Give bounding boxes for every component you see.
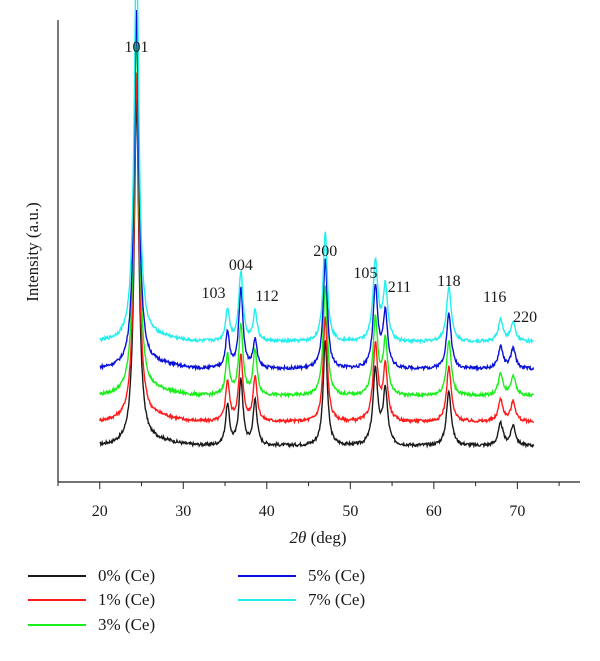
legend-item: 5% (Ce) — [238, 566, 365, 586]
series-layer — [99, 0, 535, 449]
legend-label: 5% (Ce) — [308, 566, 366, 585]
legend-label: 1% (Ce) — [98, 590, 156, 609]
series-line-1 — [99, 72, 535, 425]
peak-label: 220 — [513, 309, 537, 326]
legend-label: 0% (Ce) — [98, 566, 156, 585]
x-axis-variable: 2θ — [289, 528, 307, 547]
x-tick-label: 30 — [175, 503, 191, 520]
x-tick-label: 20 — [92, 503, 108, 520]
legend: 0% (Ce) 1% (Ce) 3% (Ce) 5% (Ce) 7% (Ce) — [28, 566, 448, 646]
legend-swatch — [28, 624, 86, 626]
legend-swatch — [28, 599, 86, 601]
x-tick-label: 70 — [509, 503, 525, 520]
peak-label: 105 — [353, 265, 377, 282]
peak-label: 116 — [483, 289, 506, 306]
series-line-4 — [99, 0, 534, 345]
legend-label: 3% (Ce) — [98, 615, 156, 634]
series-line-2 — [99, 28, 534, 399]
x-axis-unit: (deg) — [306, 528, 347, 547]
peak-label: 103 — [202, 285, 226, 302]
peak-label: 118 — [437, 273, 460, 290]
legend-swatch — [238, 599, 296, 601]
legend-item: 7% (Ce) — [238, 590, 365, 610]
x-tick-label: 40 — [259, 503, 275, 520]
peak-label: 200 — [313, 243, 337, 260]
peak-label: 211 — [388, 279, 411, 296]
y-axis-label: Intensity (a.u.) — [23, 202, 42, 302]
peak-label: 112 — [255, 288, 278, 305]
legend-label: 7% (Ce) — [308, 590, 366, 609]
peak-label: 101 — [125, 39, 149, 56]
x-axis-label: 2θ (deg) — [290, 528, 347, 548]
x-tick-label: 60 — [426, 503, 442, 520]
legend-swatch — [28, 575, 86, 577]
legend-item: 1% (Ce) — [28, 590, 155, 610]
legend-item: 0% (Ce) — [28, 566, 155, 586]
axes: 20 30 40 50 60 70 — [57, 20, 580, 520]
x-tick-label: 50 — [342, 503, 358, 520]
legend-item: 3% (Ce) — [28, 615, 155, 635]
peak-label: 004 — [229, 257, 253, 274]
legend-swatch — [238, 575, 296, 577]
series-line-0 — [99, 97, 535, 449]
series-line-3 — [99, 10, 535, 372]
